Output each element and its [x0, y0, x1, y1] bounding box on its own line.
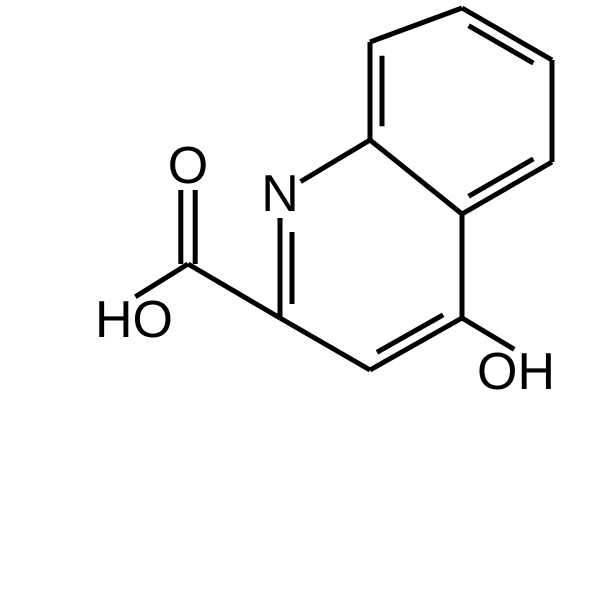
atom-label-n: N	[261, 165, 299, 223]
atom-label-o1: O	[168, 137, 208, 195]
atom-labels-group: NO HO OH	[95, 137, 555, 401]
chemical-structure-diagram: NO HO OH	[0, 0, 600, 600]
atom-label-o2: HO	[95, 291, 173, 349]
atom-label-o3: OH	[477, 343, 555, 401]
